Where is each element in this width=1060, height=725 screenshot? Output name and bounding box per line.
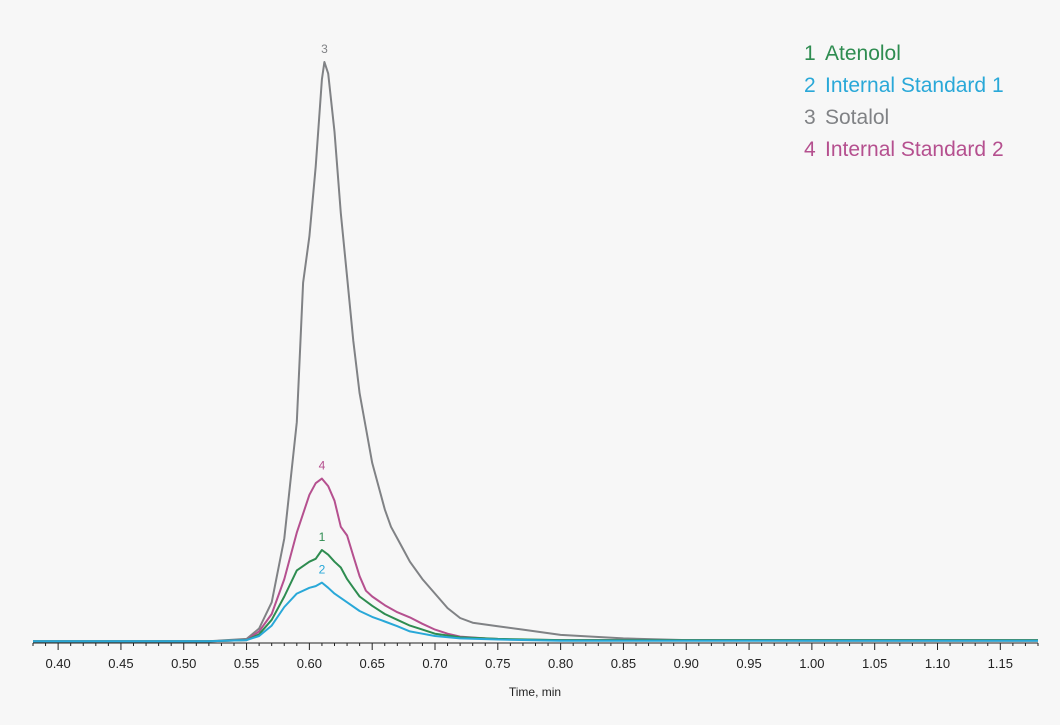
legend-number: 4 [804,138,816,161]
series-line-atenolol [33,549,1038,643]
x-tick-label: 0.85 [611,656,636,671]
x-tick-label: 0.40 [45,656,70,671]
x-tick-label: 1.05 [862,656,887,671]
x-axis: 0.40 0.45 0.50 0.55 0.60 0.65 0.70 0.75 0.80 0.85… [32,642,1039,671]
series-line-sotalol [33,61,1038,643]
x-tick-label: 0.75 [485,656,510,671]
x-tick-label: 0.60 [297,656,322,671]
x-tick-label: 0.95 [736,656,761,671]
x-tick-label: 1.15 [988,656,1013,671]
x-tick-label: 0.65 [360,656,385,671]
legend-number: 3 [804,106,816,129]
legend-number: 1 [804,42,816,65]
series-line-internal-standard-1 [33,581,1038,643]
plot-area: 3 4 1 2 [33,42,1038,643]
x-tick-label: 0.90 [674,656,699,671]
legend-entry: Internal Standard 2 [825,138,1004,161]
series-line-internal-standard-2 [33,477,1038,643]
legend: 1 Atenolol 2 Internal Standard 1 3 Sotalol 4 In… [804,42,1004,161]
x-tick-label: 0.50 [171,656,196,671]
legend-entry: Sotalol [825,106,889,129]
peak-label: 3 [321,42,328,56]
peak-label: 1 [319,530,326,544]
x-tick-label: 1.10 [925,656,950,671]
x-tick-label: 0.80 [548,656,573,671]
peak-label: 4 [319,459,326,473]
x-tick-label: 0.45 [108,656,133,671]
x-tick-label: 1.00 [799,656,824,671]
legend-entry: Internal Standard 1 [825,74,1004,97]
peak-label: 2 [319,563,326,577]
x-tick-label: 0.55 [234,656,259,671]
legend-entry: Atenolol [825,42,901,65]
legend-number: 2 [804,74,816,97]
x-tick-label: 0.70 [422,656,447,671]
x-axis-title: Time, min [509,685,561,699]
